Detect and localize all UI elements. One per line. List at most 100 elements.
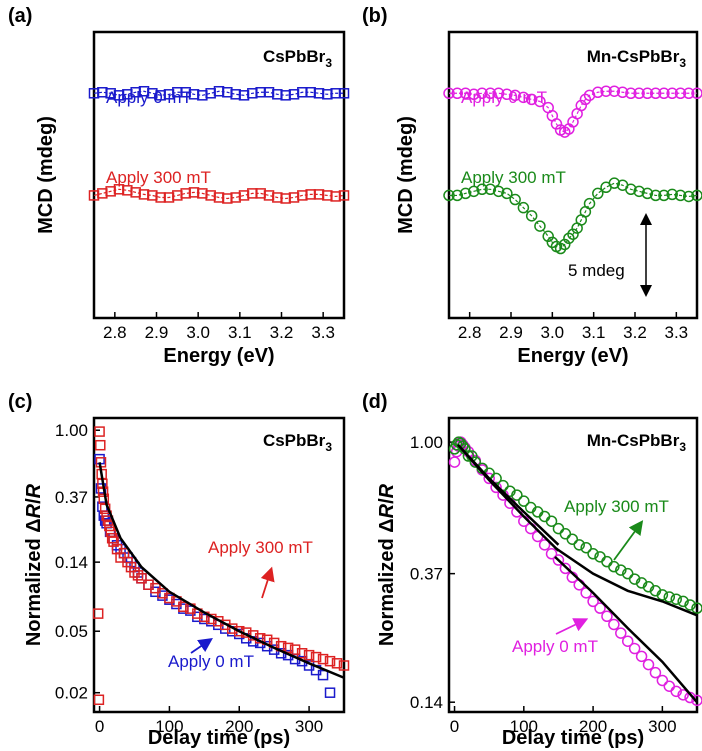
x-tick-label: 3.0 — [186, 323, 210, 342]
scale-bar-label: 5 mdeg — [568, 261, 625, 280]
data-point-b-1 — [649, 189, 662, 202]
panel-label-c: (c) — [8, 391, 32, 413]
x-tick-label: 2.9 — [499, 323, 523, 342]
data-point-d-0 — [552, 554, 565, 566]
x-tick-label: 300 — [648, 717, 676, 736]
data-point-d-1 — [587, 548, 599, 560]
data-point-b-1 — [484, 183, 497, 196]
data-point-d-1 — [552, 522, 565, 535]
panel-d-xlabel: Delay time (ps) — [502, 727, 644, 749]
data-point-d-1 — [545, 515, 558, 527]
data-point-c-1 — [296, 648, 308, 659]
y-tick-label: 1.00 — [55, 421, 88, 440]
data-point-c-1 — [93, 694, 105, 706]
data-point-d-1 — [670, 593, 682, 605]
data-point-d-1 — [511, 489, 523, 501]
data-point-d-1 — [566, 533, 579, 545]
data-point-b-0 — [476, 87, 488, 100]
data-point-b-1 — [592, 187, 604, 200]
data-point-b-1 — [468, 185, 480, 198]
panel-b-ylabel: MCD (mdeg) — [395, 116, 417, 234]
y-tick-label: 0.14 — [55, 553, 88, 572]
data-point-d-1 — [621, 567, 634, 580]
data-point-c-1 — [94, 426, 105, 437]
data-point-a-1 — [338, 190, 350, 201]
data-point-d-0 — [615, 627, 627, 639]
data-point-d-1 — [462, 450, 475, 462]
data-point-a-0 — [338, 88, 350, 99]
data-point-b-1 — [443, 189, 455, 202]
data-point-c-1 — [129, 567, 140, 578]
panel-d-label-0mT: Apply 0 mT — [512, 637, 598, 656]
data-point-b-1 — [641, 187, 654, 200]
x-tick-label: 3.1 — [582, 323, 606, 342]
data-point-b-1 — [563, 232, 575, 245]
panel-label-b: (b) — [362, 5, 388, 27]
y-tick-label: 0.37 — [55, 488, 88, 507]
panel-d-arrow-300mT — [613, 520, 644, 561]
panel-c-label-300mT: Apply 300 mT — [208, 538, 313, 557]
y-tick-label: 0.05 — [55, 622, 88, 641]
data-point-b-1 — [682, 190, 695, 203]
data-point-b-0 — [443, 87, 455, 100]
data-point-d-0 — [483, 472, 495, 485]
data-point-c-1 — [282, 642, 294, 654]
data-point-b-1 — [501, 187, 513, 200]
data-point-d-0 — [490, 481, 502, 494]
data-point-c-0 — [324, 687, 336, 698]
data-point-b-0 — [616, 86, 629, 99]
panel-a-xlabel: Energy (eV) — [163, 345, 274, 367]
data-point-b-1 — [608, 177, 621, 189]
data-point-d-0 — [538, 539, 551, 551]
x-tick-label: 200 — [225, 717, 253, 736]
data-point-b-0 — [682, 87, 695, 100]
panel-label-a: (a) — [8, 5, 32, 27]
data-point-b-0 — [674, 87, 687, 100]
data-point-d-1 — [601, 555, 613, 568]
data-point-c-1 — [132, 570, 144, 581]
x-tick-label: 3.2 — [623, 323, 647, 342]
fit-line-c-0 — [98, 462, 345, 679]
data-point-c-0 — [317, 669, 329, 681]
data-point-b-0 — [501, 88, 513, 101]
data-point-b-1 — [666, 188, 678, 201]
plot-frame-a — [92, 30, 346, 320]
data-point-b-1 — [691, 189, 702, 202]
data-point-b-0 — [525, 93, 538, 106]
data-point-b-1 — [509, 193, 521, 206]
x-tick-label: 3.1 — [228, 323, 252, 342]
data-point-b-0 — [509, 89, 521, 102]
series-line-b-0 — [449, 90, 697, 133]
data-point-d-0 — [628, 642, 641, 655]
panel-c-ylabel: Normalized ΔR/R — [23, 483, 45, 646]
panel-a-title: CsPbBr3 — [263, 47, 332, 70]
x-tick-label: 100 — [510, 717, 538, 736]
data-point-d-1 — [663, 591, 676, 603]
panel-a-label-300mT: Apply 300 mT — [106, 168, 211, 187]
panel-d: Mn-CsPbBr3 0 100 200 300 1.00 0.37 0.14 Apply … — [376, 416, 702, 749]
x-tick-label: 2.8 — [103, 323, 127, 342]
plot-frame-d — [447, 416, 699, 714]
data-point-d-1 — [580, 541, 592, 554]
data-point-d-1 — [628, 573, 641, 585]
x-tick-label: 3.2 — [270, 323, 294, 342]
data-point-c-1 — [234, 625, 245, 637]
data-point-d-1 — [677, 595, 689, 608]
data-point-d-0 — [621, 635, 634, 647]
data-point-b-0 — [608, 85, 621, 97]
data-point-b-1 — [459, 187, 472, 200]
data-point-b-0 — [468, 88, 480, 101]
data-point-d-1 — [518, 495, 530, 507]
data-point-d-0 — [677, 689, 689, 701]
data-point-d-0 — [691, 694, 702, 707]
data-point-c-1 — [136, 573, 147, 584]
data-point-d-0 — [545, 548, 558, 560]
data-point-b-0 — [517, 91, 530, 104]
panel-a-ylabel: MCD (mdeg) — [35, 116, 57, 234]
x-tick-label: 3.0 — [541, 323, 565, 342]
x-tick-label: 3.3 — [665, 323, 689, 342]
data-point-b-0 — [451, 87, 464, 100]
panel-c-title: CsPbBr3 — [263, 431, 332, 454]
fit-line-d-2 — [457, 443, 560, 546]
